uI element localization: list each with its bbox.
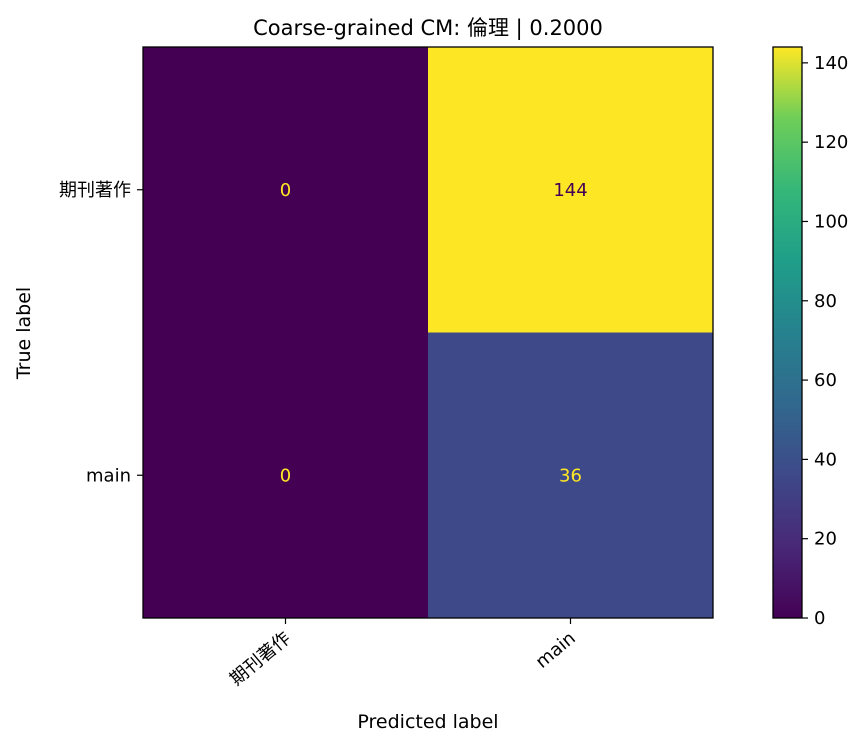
colorbar-tick-label: 60	[814, 370, 837, 391]
colorbar-ticks: 0 20 40 60 80 100 120 140	[802, 53, 848, 629]
x-axis-ticks: 期刊著作 main	[226, 618, 580, 690]
colorbar-tick-label: 140	[814, 53, 848, 74]
colorbar-tick-label: 80	[814, 291, 837, 312]
colorbar-tick-label: 120	[814, 132, 848, 153]
chart-title: Coarse-grained CM: 倫理 | 0.2000	[253, 16, 603, 41]
cell-value-label: 0	[280, 465, 291, 486]
y-axis-ticks: 期刊著作 main	[59, 180, 143, 486]
cell-value-label: 144	[553, 180, 587, 201]
x-tick-label: 期刊著作	[226, 628, 295, 690]
heatmap-cells	[143, 47, 713, 618]
cell-value-label: 0	[280, 180, 291, 201]
heatmap-cell	[428, 47, 713, 333]
colorbar-tick-label: 0	[814, 608, 825, 629]
x-axis-title: Predicted label	[357, 711, 498, 733]
y-tick-label: main	[86, 465, 131, 486]
heatmap-cell	[428, 332, 713, 618]
colorbar-tick-label: 20	[814, 529, 837, 550]
colorbar-gradient	[773, 47, 802, 618]
plot-frame	[142, 46, 714, 619]
heatmap-cell	[143, 47, 428, 333]
colorbar-frame	[772, 46, 803, 619]
y-tick-label: 期刊著作	[59, 180, 131, 201]
colorbar-tick-label: 40	[814, 449, 837, 470]
x-tick-label: main	[532, 628, 580, 673]
heatmap-cell-labels: 0 144 0 36	[280, 180, 588, 487]
y-axis-title: True label	[13, 287, 35, 380]
cell-value-label: 36	[559, 465, 582, 486]
colorbar-tick-label: 100	[814, 211, 848, 232]
heatmap-cell	[143, 332, 428, 618]
